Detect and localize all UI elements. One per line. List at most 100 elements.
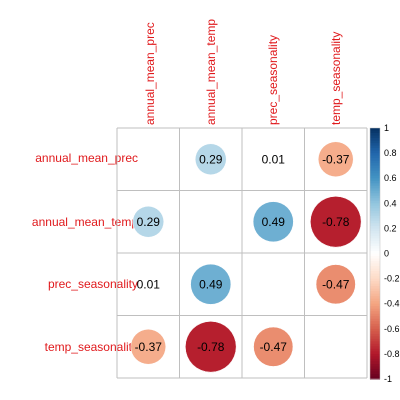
colorbar-segment <box>370 195 380 199</box>
colorbar-segment <box>370 205 380 209</box>
colorbar-segment <box>370 351 380 355</box>
colorbar-segment <box>370 291 380 295</box>
colorbar-segment <box>370 193 380 197</box>
colorbar-segment <box>370 200 380 204</box>
correlation-value: 0.29 <box>199 152 223 166</box>
colorbar-segment <box>370 155 380 159</box>
colorbar-segment <box>370 220 380 224</box>
colorbar-segment <box>370 306 380 310</box>
correlation-circle <box>318 141 354 177</box>
colorbar-segment <box>370 318 380 322</box>
colorbar-segment <box>370 343 380 347</box>
column-labels: annual_mean_prec annual_mean_temp prec_s… <box>143 19 343 125</box>
colorbar-segment <box>370 273 380 277</box>
colorbar-tick-label: 0.2 <box>384 223 397 233</box>
correlation-circle <box>315 264 356 305</box>
colorbar-segment <box>370 283 380 287</box>
col-label-temp-seasonality: temp_seasonality <box>329 32 343 125</box>
correlation-value: -0.78 <box>197 340 225 354</box>
colorbar-segment <box>370 326 380 330</box>
colorbar-segment <box>370 223 380 227</box>
colorbar-segment <box>370 233 380 237</box>
colorbar-segment <box>370 298 380 302</box>
colorbar-segment <box>370 363 380 368</box>
correlation-circle <box>270 156 277 163</box>
colorbar-segment <box>370 276 380 280</box>
correlation-value: -0.47 <box>260 340 288 354</box>
grid <box>116 127 368 379</box>
colorbar-segment <box>370 333 380 337</box>
colorbar-segment <box>370 303 380 307</box>
correlation-circle <box>253 326 294 367</box>
colorbar-segment <box>370 150 380 154</box>
colorbar-segment <box>370 165 380 169</box>
colorbar-segment <box>370 348 380 352</box>
row-label-annual-mean-prec: annual_mean_prec <box>35 151 138 165</box>
correlation-value: 0.01 <box>262 152 286 166</box>
colorbar-tick-label: -0.8 <box>384 349 400 359</box>
correlation-circle <box>132 206 164 238</box>
colorbar-segment <box>370 243 380 247</box>
colorbar-segment <box>370 138 380 142</box>
row-labels: annual_mean_prec annual_mean_temp prec_s… <box>32 151 138 354</box>
correlation-circle <box>195 143 227 175</box>
colorbar-segment <box>370 170 380 174</box>
colorbar-segment <box>370 368 380 373</box>
colorbar-segment <box>370 203 380 207</box>
colorbar-segment <box>370 160 380 164</box>
colorbar-segment <box>370 175 380 179</box>
correlation-value: 0.49 <box>199 277 223 291</box>
colorbar-segment <box>370 190 380 194</box>
colorbar-segment <box>370 218 380 222</box>
colorbar-segment <box>370 321 380 325</box>
colorbar-segment <box>370 313 380 317</box>
colorbar-segment <box>370 358 380 363</box>
row-label-prec-seasonality: prec_seasonality <box>48 277 138 291</box>
colorbar-segment <box>370 225 380 229</box>
colorbar-segment <box>370 366 380 370</box>
colorbar-segment <box>370 245 380 250</box>
correlation-value: -0.37 <box>322 152 350 166</box>
colorbar-tick-label: -0.2 <box>384 274 400 284</box>
correlation-cells: 0.29 0.01 -0.37 0.29 0.49 -0.78 0.01 0.49 -0.47 -… <box>130 141 362 373</box>
colorbar-tick-label: -0.4 <box>384 299 400 309</box>
colorbar-segment <box>370 308 380 312</box>
colorbar-segment <box>370 338 380 342</box>
colorbar-segment <box>370 168 380 172</box>
colorbar-segment <box>370 278 380 282</box>
colorbar-segment <box>370 173 380 177</box>
colorbar-segment <box>370 296 380 300</box>
correlation-circle <box>310 196 362 248</box>
colorbar-segment <box>370 210 380 214</box>
correlation-circle <box>190 263 232 305</box>
colorbar-tick-label: -0.6 <box>384 324 400 334</box>
row-label-temp-seasonality: temp_seasonality <box>45 340 138 354</box>
colorbar-segment <box>370 268 380 272</box>
colorbar-segment <box>370 250 380 255</box>
colorbar-tick-label: 1 <box>384 123 389 133</box>
colorbar-segment <box>370 316 380 320</box>
correlation-value: 0.29 <box>137 215 161 229</box>
colorbar-segment <box>370 128 380 132</box>
colorbar-segment <box>370 240 380 245</box>
row-label-annual-mean-temp: annual_mean_temp <box>32 215 138 229</box>
colorbar-segment <box>370 258 380 262</box>
colorbar-segment <box>370 261 380 265</box>
colorbar-segment <box>370 346 380 350</box>
colorbar-segment <box>370 180 380 184</box>
colorbar-segment <box>370 263 380 267</box>
colorbar-segment <box>370 130 380 134</box>
colorbar-segment <box>370 188 380 192</box>
colorbar-segment <box>370 281 380 285</box>
colorbar-segment <box>370 198 380 202</box>
colorbar-segment <box>370 293 380 297</box>
colorbar-segment <box>370 153 380 157</box>
colorbar-segment <box>370 143 380 147</box>
colorbar-tick-label: -1 <box>384 374 392 384</box>
correlation-value: -0.78 <box>322 215 350 229</box>
colorbar: 1 0.8 0.6 0.4 0.2 0 -0.2 -0.4 -0.6 -0.8 -1 <box>369 123 400 384</box>
colorbar-segment <box>370 373 380 378</box>
colorbar-segment <box>370 331 380 335</box>
correlation-value: 0.01 <box>137 277 161 291</box>
